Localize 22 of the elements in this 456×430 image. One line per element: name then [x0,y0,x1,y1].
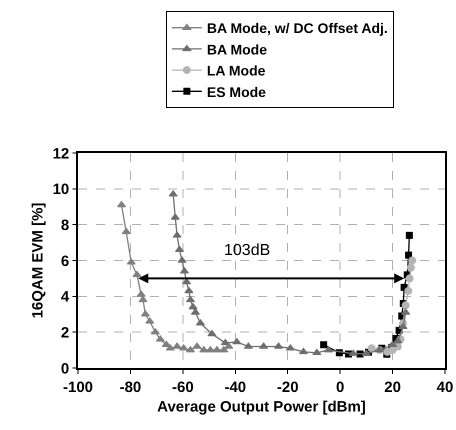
x-axis-title: Average Output Power [dBm] [157,398,366,416]
x-tick-label: 20 [384,378,401,396]
x-tick-label: -80 [120,378,142,396]
x-tick-label: -40 [224,378,246,396]
y-tick-label: 10 [52,181,70,198]
x-tick-label: 40 [436,378,454,396]
y-tick-label: 2 [60,324,70,342]
x-tick-label: -100 [62,378,94,396]
y-tick-label: 12 [52,145,70,162]
y-tick-label: 8 [60,216,70,234]
y-tick-label: 0 [60,360,70,378]
x-tick-label: -20 [276,378,299,396]
y-tick-label: 4 [60,288,70,306]
legend-label: ES Mode [206,84,266,100]
y-tick-label: 6 [60,252,70,270]
legend-label: BA Mode [206,41,268,58]
y-axis-title: 16QAM EVM [%] [29,202,46,318]
annotation: 103dB [224,242,270,259]
legend-label: BA Mode, w/ DC Offset Adj. [206,20,388,36]
legend-label: LA Mode [206,62,266,79]
x-tick-label: -60 [172,378,194,396]
x-tick-label: 0 [336,378,344,396]
